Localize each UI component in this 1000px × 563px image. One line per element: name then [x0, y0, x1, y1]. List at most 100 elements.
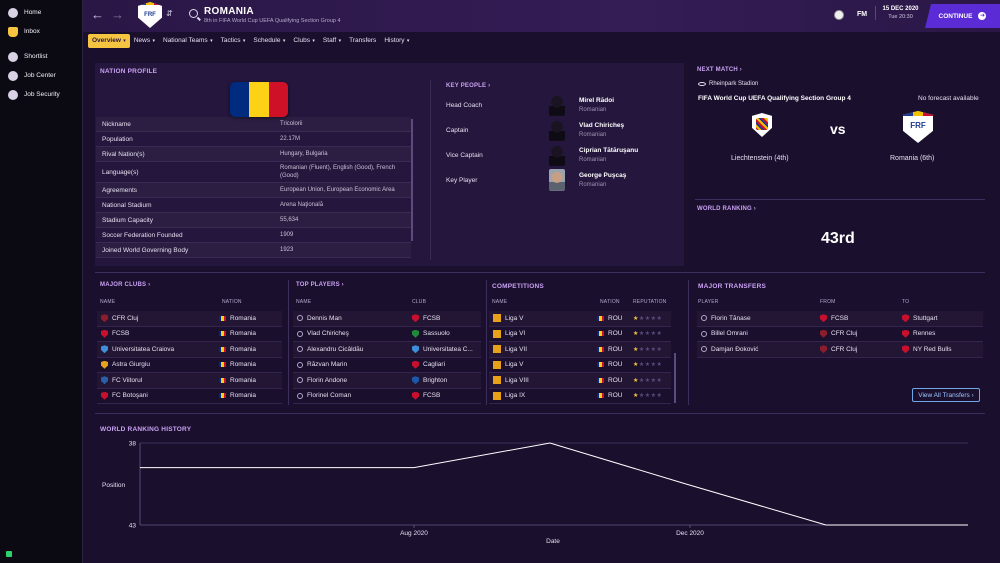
player-club[interactable]: FCSB [423, 392, 441, 400]
table-row[interactable]: Răzvan Marin Cagliari [293, 358, 481, 373]
sidebar-item-job-center[interactable]: Job Center [0, 66, 82, 85]
tab-history[interactable]: History ▾ [380, 34, 413, 48]
player-club[interactable]: Universitatea C... [423, 345, 473, 353]
romania-crest[interactable]: FRF [903, 111, 933, 143]
back-arrow-icon[interactable]: ← [91, 7, 104, 22]
table-row[interactable]: Liga VIII ROU ★★★★★ [489, 373, 671, 389]
transfer-from[interactable]: FCSB [831, 314, 849, 322]
tab-news[interactable]: News ▾ [130, 34, 159, 48]
table-row[interactable]: Florin Tănase FCSB Stuttgart [697, 311, 983, 327]
club-name[interactable]: CFR Cluj [112, 314, 139, 322]
club-nation[interactable]: Romania [230, 345, 257, 353]
transfer-to[interactable]: Rennes [913, 330, 936, 338]
transfer-from[interactable]: CFR Cluj [831, 345, 858, 353]
table-row[interactable]: Florin Andone Brighton [293, 373, 481, 389]
person-name[interactable]: George Puşcaş [579, 172, 627, 179]
club-nation[interactable]: Romania [230, 314, 257, 322]
tab-national-teams[interactable]: National Teams ▾ [159, 34, 217, 48]
home-team-label[interactable]: Liechtenstein (4th) [731, 155, 789, 162]
column-header[interactable]: REPUTATION [633, 299, 667, 305]
transfer-player[interactable]: Florin Tănase [711, 314, 751, 322]
key-person-row[interactable]: Head Coach Mirel Rădoi Romanian [446, 94, 676, 119]
nation-crest[interactable]: FRF [138, 2, 162, 28]
column-header[interactable]: NAME [100, 299, 116, 305]
table-row[interactable]: Liga VII ROU ★★★★★ [489, 342, 671, 358]
competition-name[interactable]: Liga VIII [505, 376, 529, 384]
club-name[interactable]: FC Viitorul [112, 376, 143, 384]
table-row[interactable]: CFR Cluj Romania [97, 311, 282, 327]
table-row[interactable]: Alexandru Cicâldău Universitatea C... [293, 342, 481, 358]
away-team-label[interactable]: Romania (6th) [890, 155, 935, 162]
sidebar-item-job-security[interactable]: Job Security [0, 85, 82, 104]
tab-clubs[interactable]: Clubs ▾ [289, 34, 319, 48]
competition-name[interactable]: Liga VII [505, 345, 528, 353]
table-row[interactable]: Liga IX ROU ★★★★★ [489, 389, 671, 404]
table-row[interactable]: Liga V ROU ★★★★★ [489, 358, 671, 373]
transfer-to[interactable]: NY Red Bulls [913, 345, 952, 353]
club-nation[interactable]: Romania [230, 361, 257, 369]
column-header[interactable]: TO [902, 299, 910, 305]
avatar[interactable] [549, 94, 565, 116]
player-name[interactable]: Răzvan Marin [307, 361, 348, 369]
key-person-row[interactable]: Key Player George Puşcaş Romanian [446, 169, 676, 194]
player-club[interactable]: FCSB [423, 314, 441, 322]
search-icon[interactable] [189, 9, 198, 18]
continue-button[interactable]: CONTINUE ➜ [925, 4, 1000, 28]
nation-info-table[interactable]: Nickname Tricolorii Population 22.17M Rival … [96, 117, 411, 260]
transfer-to[interactable]: Stuttgart [913, 314, 938, 322]
tab-schedule[interactable]: Schedule ▾ [249, 34, 289, 48]
player-club[interactable]: Brighton [423, 376, 448, 384]
column-header[interactable]: PLAYER [698, 299, 719, 305]
key-person-row[interactable]: Captain Vlad Chiricheş Romanian [446, 119, 676, 144]
liechtenstein-crest[interactable] [752, 113, 772, 137]
club-nation[interactable]: Romania [230, 330, 257, 338]
player-name[interactable]: Florinel Coman [307, 392, 352, 400]
table-row[interactable]: FCSB Romania [97, 327, 282, 342]
column-header[interactable]: CLUB [412, 299, 427, 305]
player-name[interactable]: Florin Andone [307, 376, 348, 384]
competition-name[interactable]: Liga V [505, 361, 524, 369]
transfer-player[interactable]: Damjan Đoković [711, 345, 759, 353]
club-name[interactable]: FCSB [112, 330, 130, 338]
table-row[interactable]: Liga VI ROU ★★★★★ [489, 327, 671, 342]
tab-overview[interactable]: Overview ▾ [88, 33, 130, 48]
table-row[interactable]: Astra Giurgiu Romania [97, 358, 282, 373]
competition-name[interactable]: Liga VI [505, 330, 526, 338]
world-ranking-title[interactable]: WORLD RANKING › [697, 206, 757, 212]
player-name[interactable]: Alexandru Cicâldău [307, 345, 364, 353]
column-header[interactable]: NATION [222, 299, 242, 305]
column-header[interactable]: NATION [600, 299, 620, 305]
transfer-player[interactable]: Billel Omrani [711, 330, 748, 338]
transfer-from[interactable]: CFR Cluj [831, 330, 858, 338]
table-row[interactable]: FC Botoşani Romania [97, 389, 282, 404]
player-club[interactable]: Cagliari [423, 361, 446, 369]
club-name[interactable]: Universitatea Craiova [112, 345, 175, 353]
tab-tactics[interactable]: Tactics ▾ [217, 34, 250, 48]
fm-logo[interactable]: FM [857, 11, 868, 18]
major-clubs-title[interactable]: MAJOR CLUBS › [100, 282, 151, 288]
chevron-updown-icon[interactable]: ⇵ [166, 9, 173, 18]
sidebar-item-inbox[interactable]: Inbox [0, 22, 82, 41]
sidebar-item-home[interactable]: Home [0, 3, 82, 22]
person-name[interactable]: Vlad Chiricheş [579, 122, 625, 129]
forward-arrow-icon[interactable]: → [111, 7, 124, 22]
table-row[interactable]: Dennis Man FCSB [293, 311, 481, 327]
player-name[interactable]: Vlad Chiricheş [307, 330, 349, 338]
avatar[interactable] [549, 119, 565, 141]
club-nation[interactable]: Romania [230, 392, 257, 400]
person-name[interactable]: Mirel Rădoi [579, 97, 615, 104]
table-row[interactable]: Florinel Coman FCSB [293, 389, 481, 404]
ball-icon[interactable] [834, 10, 844, 20]
person-name[interactable]: Ciprian Tătăruşanu [579, 147, 639, 154]
club-name[interactable]: Astra Giurgiu [112, 361, 150, 369]
date-display[interactable]: 15 DEC 2020 Tue 20:30 [875, 6, 925, 20]
table-row[interactable]: Liga V ROU ★★★★★ [489, 311, 671, 327]
competition-name[interactable]: Liga IX [505, 392, 526, 400]
player-club[interactable]: Sassuolo [423, 330, 450, 338]
column-header[interactable]: NAME [492, 299, 508, 305]
sidebar-item-shortlist[interactable]: Shortlist [0, 47, 82, 66]
club-nation[interactable]: Romania [230, 376, 257, 384]
info-scrollbar[interactable] [411, 119, 413, 241]
tab-staff[interactable]: Staff ▾ [319, 34, 345, 48]
club-name[interactable]: FC Botoşani [112, 392, 148, 400]
